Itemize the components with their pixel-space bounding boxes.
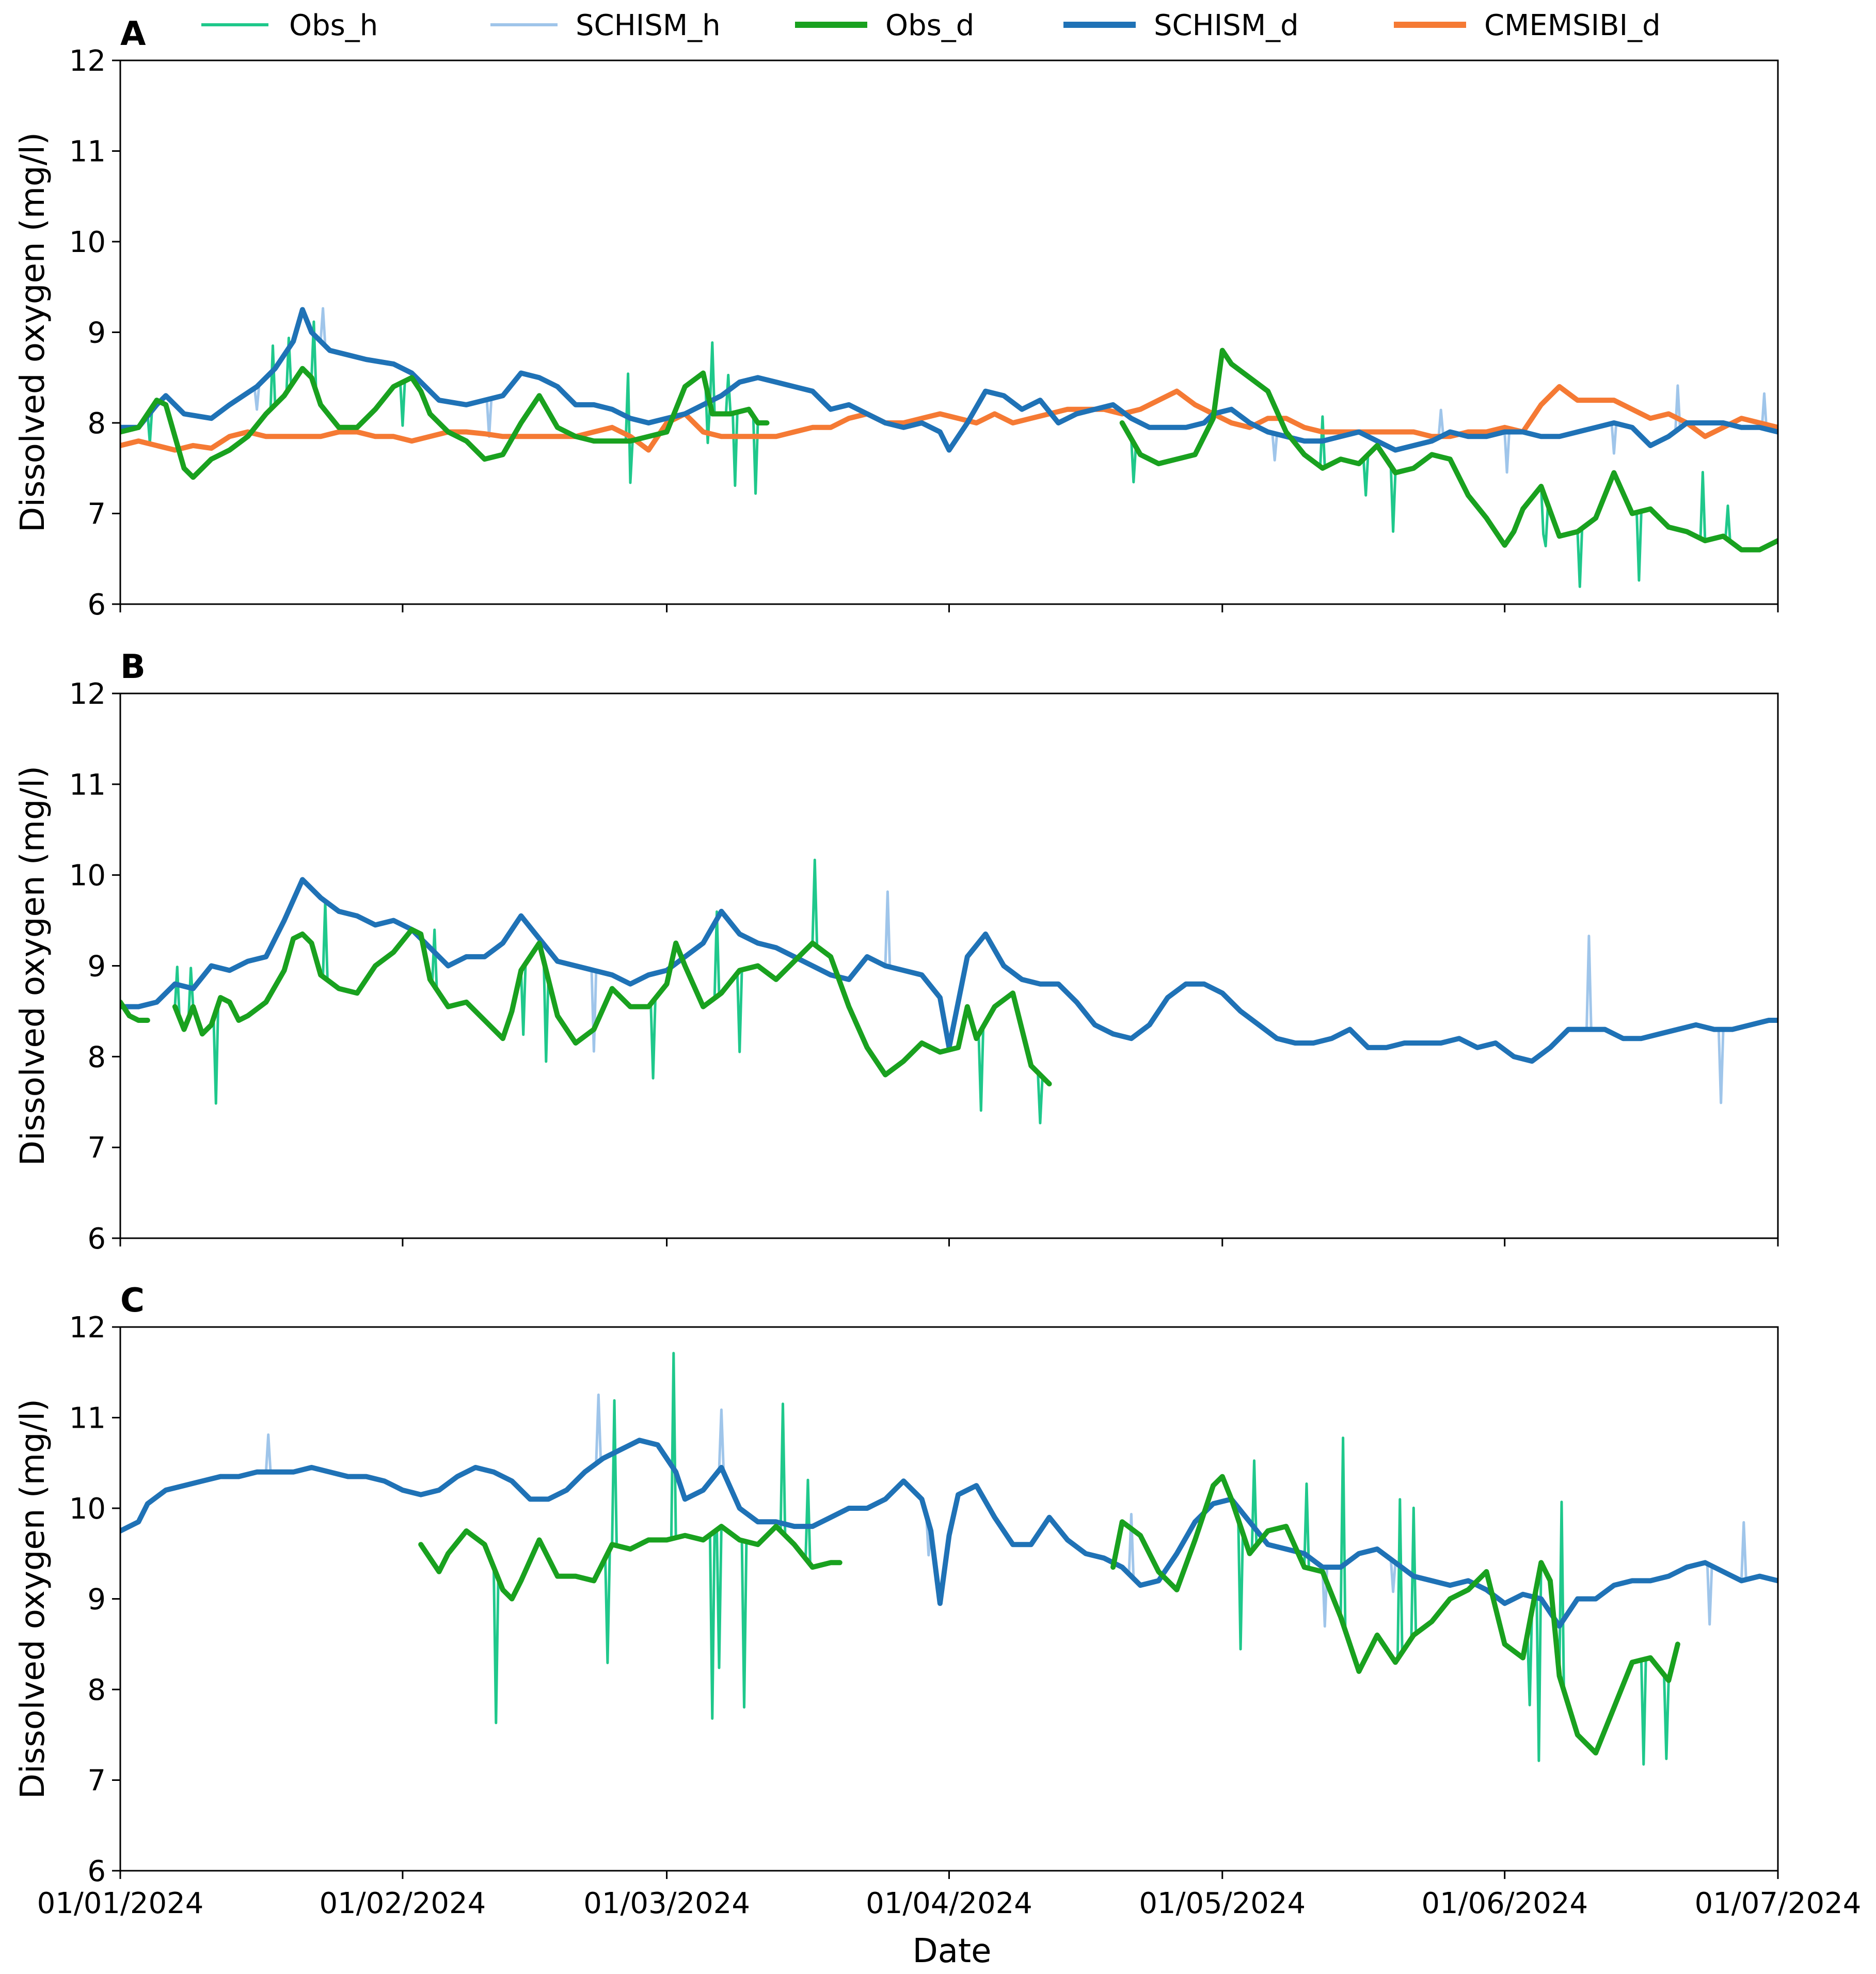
y-tick-label: 9 [87, 950, 106, 984]
obs-d-line-segment-2 [1119, 348, 1778, 552]
y-tick-label: 10 [69, 1492, 106, 1526]
panel-a: 6 7 8 9 10 11 12 A Dissolved oxygen (mg/l) [14, 15, 1779, 622]
panel-label: C [120, 1282, 145, 1320]
obs-d-line-segment-1 [172, 927, 1052, 1087]
x-tick-label: 01/06/2024 [1421, 1887, 1588, 1920]
x-axis-title: Date [913, 1932, 992, 1970]
y-tick-label: 8 [87, 407, 106, 440]
legend-label-schism-h: SCHISM_h [576, 9, 721, 42]
y-tick-label: 7 [87, 1764, 106, 1798]
x-tick-label: 01/07/2024 [1695, 1887, 1862, 1920]
y-tick-label: 10 [69, 859, 106, 893]
y-axis-title: Dissolved oxygen (mg/l) [14, 132, 52, 532]
y-tick-label: 7 [87, 1131, 106, 1165]
y-tick-label: 7 [87, 498, 106, 531]
legend-label-obs-h: Obs_h [289, 9, 378, 42]
x-tick-label: 01/02/2024 [320, 1887, 486, 1920]
x-tick-label: 01/01/2024 [37, 1887, 204, 1920]
y-tick-label: 11 [69, 1402, 106, 1435]
legend-label-schism-d: SCHISM_d [1154, 9, 1299, 42]
x-tick-label: 01/05/2024 [1139, 1887, 1306, 1920]
obs-d-line-segment-0 [120, 366, 670, 480]
obs-d-line-segment-1 [664, 370, 770, 435]
legend-label-obs-d: Obs_d [885, 9, 974, 42]
y-tick-label: 6 [87, 1222, 106, 1256]
plot-area [120, 858, 1778, 1125]
y-tick-label: 12 [69, 1311, 106, 1345]
legend-label-cmems-d: CMEMSIBI_d [1484, 9, 1661, 42]
y-tick-label: 6 [87, 588, 106, 622]
y-tick-label: 11 [69, 135, 106, 169]
y-tick-label: 10 [69, 226, 106, 259]
panel-label: B [120, 648, 146, 686]
y-tick-label: 9 [87, 317, 106, 350]
panel-b: 6 7 8 9 10 11 12 B Dissolved oxygen (mg/l) [14, 648, 1779, 1256]
obs-d-line-segment-0 [418, 1524, 842, 1602]
y-tick-label: 12 [69, 44, 106, 78]
y-axis-title: Dissolved oxygen (mg/l) [14, 1399, 52, 1799]
y-axis-title: Dissolved oxygen (mg/l) [14, 766, 52, 1166]
plot-area [120, 307, 1778, 588]
panel-label: A [120, 15, 146, 53]
y-tick-label: 6 [87, 1855, 106, 1888]
obs-d-line-segment-1 [1110, 1474, 1680, 1756]
y-tick-label: 11 [69, 768, 106, 802]
y-tick-label: 12 [69, 677, 106, 711]
y-tick-label: 8 [87, 1040, 106, 1074]
plot-area [120, 1352, 1778, 1766]
legend: Obs_h SCHISM_h Obs_d SCHISM_d CMEMSIBI_d [201, 9, 1661, 42]
schism-d-line-segment-0 [120, 307, 1778, 453]
x-tick-label: 01/04/2024 [866, 1887, 1032, 1920]
panel-c: 6 7 8 9 10 11 12 01/01/2024 01/02/2024 01/03/2024… [14, 1282, 1861, 1920]
x-tick-label: 01/03/2024 [583, 1887, 750, 1920]
obs-d-line-segment-0 [120, 999, 150, 1023]
y-tick-label: 8 [87, 1673, 106, 1707]
cmems-d-line-segment-0 [120, 384, 1778, 453]
y-tick-label: 9 [87, 1583, 106, 1617]
